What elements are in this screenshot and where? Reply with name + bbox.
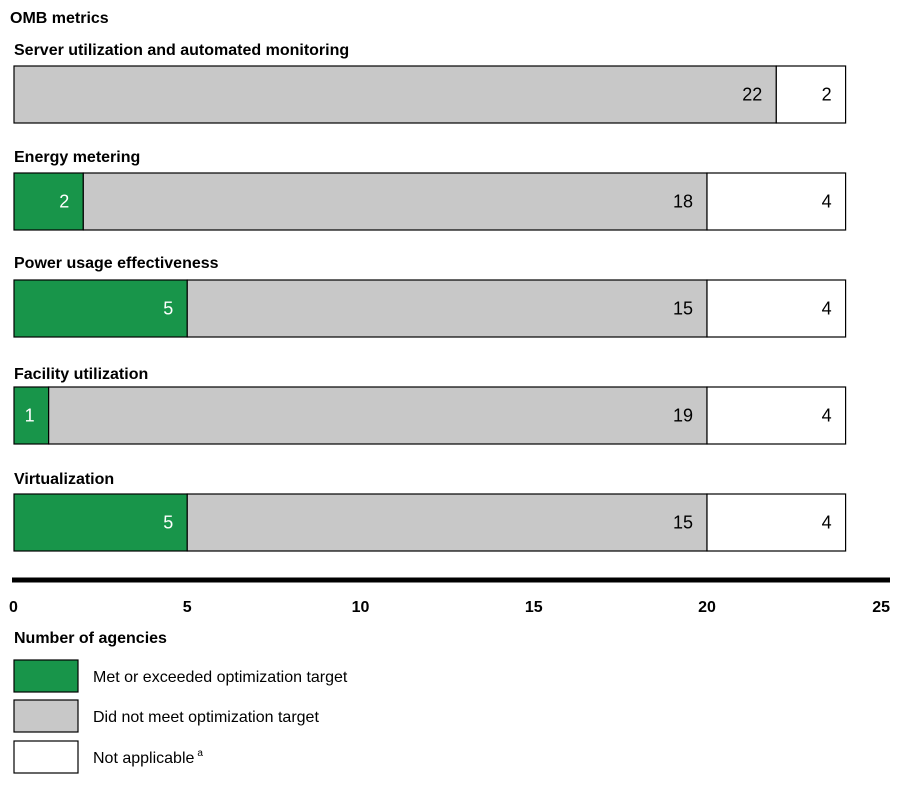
bar-segment bbox=[13, 65, 777, 124]
legend-item: Did not meet optimization target bbox=[13, 699, 319, 733]
category-label: Facility utilization bbox=[14, 366, 148, 383]
x-tick-label: 5 bbox=[183, 599, 192, 616]
data-label: 4 bbox=[822, 299, 832, 319]
bar-segment bbox=[706, 172, 847, 231]
bar-group: Energy metering 2 18 4 bbox=[13, 149, 847, 231]
data-label: 4 bbox=[822, 192, 832, 212]
legend-superscript: a bbox=[197, 748, 203, 759]
legend-label-text: Met or exceeded optimization target bbox=[93, 669, 348, 686]
legend-swatch bbox=[13, 659, 79, 693]
legend-item: Not applicable a bbox=[13, 740, 203, 774]
bar-segment bbox=[775, 65, 847, 124]
category-label: Virtualization bbox=[14, 471, 114, 488]
bar-segment bbox=[13, 386, 50, 445]
x-tick-labels: 0 5 10 15 20 25 bbox=[9, 599, 890, 616]
data-label: 5 bbox=[163, 513, 173, 533]
data-label: 15 bbox=[673, 299, 693, 319]
data-label: 18 bbox=[673, 192, 693, 212]
bar-group: Server utilization and automated monitor… bbox=[13, 42, 847, 124]
x-tick-label: 0 bbox=[9, 599, 18, 616]
legend-swatch bbox=[13, 740, 79, 774]
legend-swatch bbox=[13, 699, 79, 733]
legend-label-text: Not applicable bbox=[93, 750, 195, 767]
data-label: 22 bbox=[742, 85, 762, 105]
category-label: Energy metering bbox=[14, 149, 140, 166]
bar-segment bbox=[13, 493, 188, 552]
legend: Met or exceeded optimization target Did n… bbox=[13, 659, 348, 774]
data-label: 4 bbox=[822, 406, 832, 426]
bar-group: Power usage effectiveness 5 15 4 bbox=[13, 255, 847, 338]
bar-segment bbox=[706, 279, 847, 338]
x-tick-label: 25 bbox=[872, 599, 890, 616]
bar-segment bbox=[48, 386, 708, 445]
data-label: 4 bbox=[822, 513, 832, 533]
bars-layer: Server utilization and automated monitor… bbox=[13, 42, 847, 552]
data-label: 2 bbox=[822, 85, 832, 105]
x-tick-label: 20 bbox=[698, 599, 716, 616]
bar-group: Facility utilization 1 19 4 bbox=[13, 366, 847, 445]
data-label: 1 bbox=[25, 406, 35, 426]
bar-group: Virtualization 5 15 4 bbox=[13, 471, 847, 552]
bar-segment bbox=[186, 279, 708, 338]
category-label: Power usage effectiveness bbox=[14, 255, 219, 272]
x-tick-label: 10 bbox=[352, 599, 370, 616]
x-axis-label: Number of agencies bbox=[14, 630, 167, 647]
bar-segment bbox=[13, 279, 188, 338]
bar-segment bbox=[706, 386, 847, 445]
data-label: 5 bbox=[163, 299, 173, 319]
chart-title: OMB metrics bbox=[10, 10, 109, 27]
data-label: 15 bbox=[673, 513, 693, 533]
x-tick-label: 15 bbox=[525, 599, 543, 616]
legend-label-text: Did not meet optimization target bbox=[93, 709, 319, 726]
data-label: 19 bbox=[673, 406, 693, 426]
legend-label: Met or exceeded optimization target bbox=[93, 669, 348, 686]
bar-segment bbox=[82, 172, 708, 231]
bar-segment bbox=[13, 172, 84, 231]
bar-segment bbox=[186, 493, 708, 552]
legend-label: Not applicable a bbox=[93, 748, 203, 767]
bar-segment bbox=[706, 493, 847, 552]
legend-item: Met or exceeded optimization target bbox=[13, 659, 348, 693]
category-label: Server utilization and automated monitor… bbox=[14, 42, 349, 59]
data-label: 2 bbox=[59, 192, 69, 212]
legend-label: Did not meet optimization target bbox=[93, 709, 319, 726]
